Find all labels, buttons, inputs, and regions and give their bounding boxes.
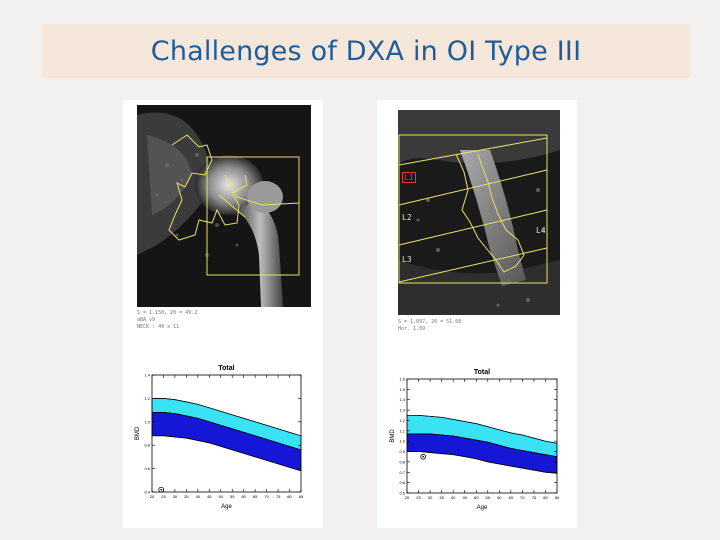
x-tick-label: 20 bbox=[150, 494, 155, 499]
x-tick-label: 45 bbox=[207, 494, 212, 499]
vertebra-label-l2: L2 bbox=[402, 213, 412, 222]
x-tick-label: 35 bbox=[439, 495, 444, 500]
vertebra-label-l3: L3 bbox=[402, 255, 412, 264]
stats-line: NECK : 49 x 11 bbox=[137, 324, 180, 330]
x-tick-label: 30 bbox=[428, 495, 433, 500]
y-tick-label: 0.8 bbox=[399, 459, 405, 464]
x-tick-label: 30 bbox=[173, 494, 178, 499]
spine-dxa-image: L1 L2 L3 L4 bbox=[398, 110, 560, 315]
x-tick-label: 75 bbox=[276, 494, 281, 499]
y-tick-label: 1.4 bbox=[399, 397, 405, 402]
y-tick-label: 0.8 bbox=[144, 443, 150, 448]
y-tick-label: 0.6 bbox=[144, 466, 150, 471]
x-tick-label: 65 bbox=[509, 495, 514, 500]
x-tick-label: 60 bbox=[497, 495, 502, 500]
y-tick-label: 0.7 bbox=[399, 470, 405, 475]
y-tick-label: 1.4 bbox=[144, 373, 150, 378]
spine-bmd-chart-svg: Total 0.5 0.6 0.7 0.8 0.9 1.0 1.1 1.2 1.3 1.4 1.5 1.… bbox=[390, 369, 560, 511]
series-line-1 bbox=[407, 433, 558, 458]
x-tick-label: 80 bbox=[287, 494, 292, 499]
x-tick-label: 40 bbox=[196, 494, 201, 499]
patient-point-center bbox=[422, 455, 424, 458]
spine-bmd-chart: Total 0.5 0.6 0.7 0.8 0.9 1.0 1.1 1.2 1.3 1.4 1.5 1.… bbox=[385, 362, 571, 526]
stats-line: S = 1.097, 20 = 51.08 bbox=[398, 319, 462, 325]
x-tick-label: 50 bbox=[219, 494, 224, 499]
x-tick-label: 80 bbox=[543, 495, 548, 500]
hip-scan-panel: S = 1.150, 20 = 49.2 aBA v9 NECK : 49 x … bbox=[123, 100, 323, 528]
slide-title: Challenges of DXA in OI Type III bbox=[150, 35, 582, 67]
patient-point bbox=[420, 453, 426, 460]
y-tick-label: 0.6 bbox=[399, 480, 405, 485]
x-tick-label: 75 bbox=[532, 495, 537, 500]
plot-frame bbox=[406, 378, 558, 494]
y-tick-label: 1.3 bbox=[399, 408, 405, 413]
y-tick-label: 1.0 bbox=[144, 419, 150, 424]
x-tick-label: 70 bbox=[264, 494, 269, 499]
series-line-1 bbox=[152, 412, 302, 451]
patient-point-center bbox=[160, 488, 162, 491]
vertebra-label-l4: L4 bbox=[536, 226, 546, 235]
patient-point bbox=[158, 486, 164, 493]
y-tick-label: 0.9 bbox=[399, 449, 405, 454]
hip-dxa-image bbox=[137, 105, 311, 307]
x-tick-label: 70 bbox=[520, 495, 525, 500]
x-tick-label: 55 bbox=[230, 494, 235, 499]
x-tick-label: 55 bbox=[486, 495, 491, 500]
x-tick-label: 60 bbox=[241, 494, 246, 499]
hip-bmd-chart: Total 0.4 0.6 0.8 1.0 1.2 1.4 20 25 30 35 40 45 50 55 6… bbox=[131, 356, 317, 526]
y-tick-label: 0.4 bbox=[144, 490, 150, 495]
series-line-2 bbox=[407, 451, 558, 474]
slide-title-bar: Challenges of DXA in OI Type III bbox=[42, 24, 690, 78]
y-tick-label: 1.2 bbox=[399, 418, 405, 423]
y-axis-label: BMD bbox=[390, 429, 396, 443]
x-tick-label: 25 bbox=[161, 494, 166, 499]
y-tick-label: 1.0 bbox=[399, 439, 405, 444]
y-tick-label: 1.6 bbox=[399, 377, 405, 382]
plot-frame bbox=[151, 374, 302, 493]
hip-scan-stats: S = 1.150, 20 = 49.2 aBA v9 NECK : 49 x … bbox=[137, 310, 197, 331]
series-line-2 bbox=[152, 435, 302, 472]
x-axis-label: Age bbox=[477, 505, 488, 511]
y-tick-label: 1.2 bbox=[144, 396, 150, 401]
stats-line: aBA v9 bbox=[137, 317, 156, 323]
y-tick-label: 0.5 bbox=[399, 491, 405, 496]
x-tick-label: 40 bbox=[451, 495, 456, 500]
x-tick-label: 65 bbox=[253, 494, 258, 499]
chart-title: Total bbox=[474, 369, 490, 376]
y-tick-label: 1.5 bbox=[399, 387, 405, 392]
x-tick-label: 85 bbox=[299, 494, 304, 499]
spine-scan-stats: S = 1.097, 20 = 51.08 Hor. 1.09 bbox=[398, 319, 461, 333]
x-tick-label: 85 bbox=[555, 495, 560, 500]
chart-title: Total bbox=[218, 365, 234, 372]
hip-bmd-chart-svg: Total 0.4 0.6 0.8 1.0 1.2 1.4 20 25 30 35 40 45 50 55 6… bbox=[135, 365, 304, 510]
x-tick-label: 35 bbox=[184, 494, 189, 499]
x-tick-label: 20 bbox=[405, 495, 410, 500]
x-tick-label: 50 bbox=[474, 495, 479, 500]
y-axis-label: BMD bbox=[135, 426, 141, 440]
spine-scan-panel: L1 L2 L3 L4 S = 1.097, 20 = 51.08 Hor. 1… bbox=[377, 100, 577, 528]
y-tick-label: 1.1 bbox=[399, 428, 405, 433]
stats-line: S = 1.150, 20 = 49.2 bbox=[137, 310, 198, 316]
series-line-0 bbox=[152, 398, 302, 437]
series-line-0 bbox=[407, 414, 558, 444]
x-tick-label: 45 bbox=[462, 495, 467, 500]
vertebra-label-l1: L1 bbox=[402, 172, 416, 183]
x-tick-label: 25 bbox=[416, 495, 421, 500]
stats-line: Hor. 1.09 bbox=[398, 326, 426, 332]
x-axis-label: Age bbox=[221, 504, 232, 510]
